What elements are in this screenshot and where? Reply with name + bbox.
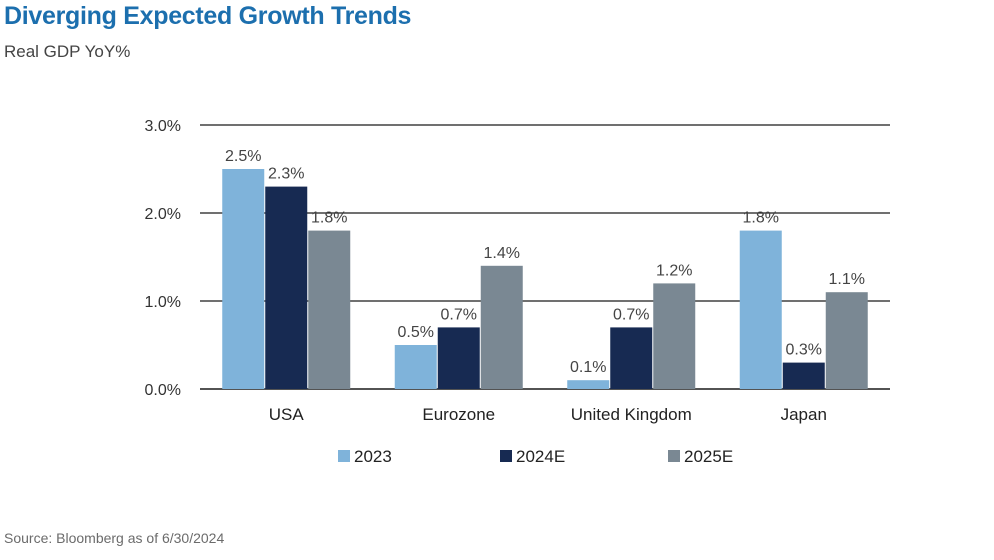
y-tick-label: 1.0% [145, 294, 181, 311]
data-label: 0.3% [786, 342, 822, 359]
legend-swatch [668, 450, 680, 462]
y-tick-label: 2.0% [145, 206, 181, 223]
legend-swatch [500, 450, 512, 462]
data-label: 0.7% [613, 306, 649, 323]
legend-label: 2025E [684, 447, 733, 466]
source-note: Source: Bloomberg as of 6/30/2024 [4, 530, 225, 546]
x-category-label: Eurozone [422, 405, 495, 424]
data-label: 1.4% [484, 245, 520, 262]
data-label: 1.2% [656, 262, 692, 279]
chart-title: Diverging Expected Growth Trends [4, 2, 412, 30]
y-tick-label: 3.0% [145, 118, 181, 135]
bar [394, 345, 437, 389]
bar-chart: 0.0% 1.0% 2.0% 3.0% 2.5% 2.3% 1.8% USA 0.5% 0.7% 1… [145, 118, 890, 466]
bar [480, 265, 523, 389]
bar [653, 283, 696, 389]
bar [265, 186, 308, 389]
data-label: 0.5% [398, 324, 434, 341]
bar [222, 169, 265, 389]
x-category-label: USA [269, 405, 305, 424]
data-label: 2.5% [225, 148, 261, 165]
bar [610, 327, 653, 389]
legend-swatch [338, 450, 350, 462]
bar [567, 380, 610, 389]
x-category-label: Japan [781, 405, 827, 424]
legend-label: 2023 [354, 447, 392, 466]
data-label: 1.8% [311, 210, 347, 227]
x-category-label: United Kingdom [571, 405, 692, 424]
bar [825, 292, 868, 389]
legend-label: 2024E [516, 447, 565, 466]
bar [782, 362, 825, 389]
data-label: 0.1% [570, 359, 606, 376]
chart-subtitle: Real GDP YoY% [4, 42, 131, 61]
data-label: 0.7% [441, 306, 477, 323]
data-label: 1.1% [829, 271, 865, 288]
bar [739, 230, 782, 389]
y-tick-label: 0.0% [145, 382, 181, 399]
bar [308, 230, 351, 389]
data-label: 1.8% [743, 210, 779, 227]
bar [437, 327, 480, 389]
data-label: 2.3% [268, 166, 304, 183]
